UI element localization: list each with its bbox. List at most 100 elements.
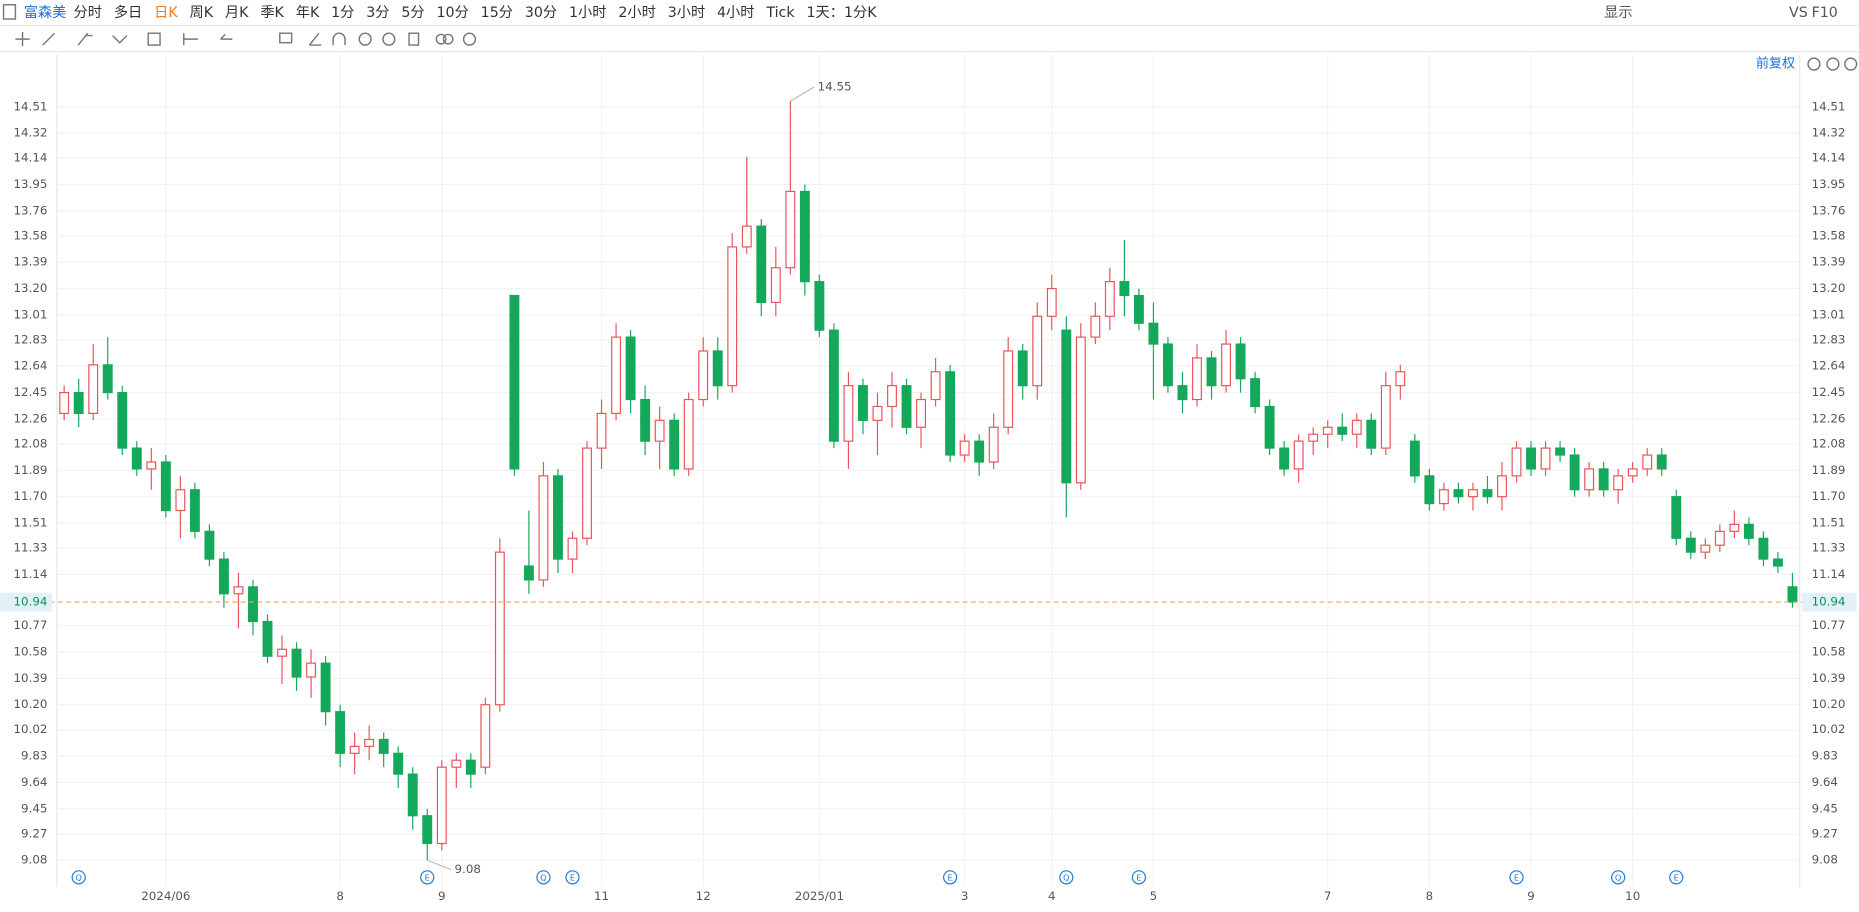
arrow-tool[interactable] <box>220 33 233 40</box>
y-tick-label-right: 11.14 <box>1812 567 1846 581</box>
event-marker[interactable] <box>1059 870 1074 885</box>
period-tab[interactable]: 周K <box>190 5 214 21</box>
period-tab[interactable]: 年K <box>296 4 320 21</box>
candle-body <box>407 773 418 817</box>
candle-body <box>1526 447 1536 470</box>
line-tool[interactable] <box>42 32 56 46</box>
x-tick-label: 9 <box>438 889 446 903</box>
period-tab[interactable]: 月K <box>225 5 249 21</box>
candle-body <box>117 392 128 449</box>
candle-body <box>465 759 476 775</box>
link-tool[interactable] <box>435 33 447 45</box>
x-tick-label: 8 <box>1426 889 1434 903</box>
y-tick-label: 10.39 <box>14 671 48 685</box>
y-tick-label-right: 13.39 <box>1812 255 1846 269</box>
reset-button[interactable] <box>1807 57 1821 71</box>
channel-tool[interactable] <box>77 32 93 46</box>
event-marker[interactable] <box>1131 870 1147 885</box>
candle-body <box>1380 385 1391 449</box>
angle-tool[interactable] <box>308 32 322 46</box>
event-label: E <box>1674 872 1679 882</box>
event-marker[interactable] <box>1611 870 1626 885</box>
sidebar-toggle[interactable] <box>2 4 17 20</box>
candle-body <box>1540 447 1551 470</box>
period-tab[interactable]: 1分 <box>331 4 354 21</box>
candle-body <box>553 475 563 560</box>
y-tick-label-right: 9.27 <box>1812 826 1838 840</box>
plot-area: 9.08 9.08 9.27 9.27 9.45 9.45 9.64 9.64 9.83 9.83… <box>0 54 1859 903</box>
pattern-tool[interactable] <box>147 32 161 46</box>
target-tool[interactable] <box>382 32 396 46</box>
event-marker[interactable] <box>942 870 958 885</box>
period-tab[interactable]: 分时 <box>74 4 102 21</box>
candle-body <box>828 329 839 442</box>
candle-body <box>189 489 200 532</box>
candle-body <box>1424 475 1435 505</box>
candle-body <box>1177 385 1188 401</box>
candle-body <box>1133 294 1144 324</box>
period-tab[interactable]: 10分 <box>437 4 469 21</box>
circle-tool[interactable] <box>358 32 372 46</box>
zoom-in[interactable] <box>1844 57 1858 71</box>
candle-body <box>974 440 985 463</box>
period-tab[interactable]: 季K <box>260 4 284 21</box>
candle-body <box>1729 523 1740 532</box>
candle-body <box>814 281 825 331</box>
x-tick-label: 2025/01 <box>795 889 844 903</box>
candle-body <box>640 398 651 442</box>
event-marker[interactable] <box>536 870 551 885</box>
y-tick-label-right: 12.45 <box>1812 385 1846 399</box>
candle-body <box>509 294 520 470</box>
period-tab[interactable]: 3分 <box>366 4 389 21</box>
period-tab[interactable]: 1天：1分K <box>806 4 877 21</box>
toolbar-right[interactable]: F10 <box>1812 5 1838 21</box>
x-tick-label: 9 <box>1527 889 1535 903</box>
period-tab[interactable]: 2小时 <box>618 4 655 21</box>
event-marker[interactable] <box>1509 870 1524 885</box>
event-marker[interactable] <box>565 870 580 885</box>
candle-body <box>1598 468 1609 491</box>
y-tick-label: 14.32 <box>14 126 48 140</box>
candle-body <box>654 419 665 442</box>
candle-body <box>945 371 956 456</box>
candle-body <box>59 392 70 415</box>
y-tick-label-right: 13.01 <box>1812 307 1846 321</box>
candle-body <box>596 412 607 449</box>
period-tab[interactable]: 4小时 <box>717 4 754 21</box>
event-marker[interactable] <box>71 870 86 885</box>
period-tab[interactable]: 15分 <box>481 4 513 21</box>
period-tab[interactable]: 1小时 <box>569 4 606 21</box>
y-tick-label-right: 9.08 <box>1812 853 1838 867</box>
candle-body <box>741 225 752 248</box>
symbol[interactable]: 富森美 <box>24 3 67 21</box>
y-tick-label-right: 13.76 <box>1812 203 1846 217</box>
period-tab[interactable]: 30分 <box>525 4 557 21</box>
event-marker[interactable] <box>1669 870 1684 885</box>
y-tick-label: 12.83 <box>14 332 48 346</box>
candle-body <box>1104 281 1115 317</box>
y-tick-label-right: 11.51 <box>1812 516 1846 530</box>
event-marker[interactable] <box>420 870 435 885</box>
period-tab[interactable]: 3小时 <box>668 4 705 21</box>
toolbar-right[interactable]: 显示 <box>1604 5 1632 21</box>
link-tool[interactable] <box>442 33 454 45</box>
period-tab[interactable]: 5分 <box>401 4 424 21</box>
adjust-mode[interactable]: 前复权 <box>1756 56 1795 72</box>
zoom-out[interactable] <box>1826 57 1840 71</box>
move-tool[interactable] <box>15 32 30 47</box>
period-tab[interactable]: 日K <box>154 5 178 21</box>
measure-tool[interactable] <box>183 33 198 46</box>
candle-body <box>1250 378 1261 408</box>
arc-tool[interactable] <box>332 32 346 46</box>
note-tool[interactable] <box>279 32 293 44</box>
period-tab[interactable]: 多日 <box>114 4 142 21</box>
period-tab[interactable]: Tick <box>765 5 795 21</box>
wave-tool[interactable] <box>112 35 128 44</box>
delete-tool[interactable] <box>408 32 420 46</box>
event-label: E <box>570 872 575 882</box>
toolbar-right[interactable]: VS <box>1789 5 1808 21</box>
event-label: Q <box>1063 872 1070 882</box>
settings-tool[interactable] <box>462 32 477 46</box>
candle-body <box>1787 586 1798 603</box>
